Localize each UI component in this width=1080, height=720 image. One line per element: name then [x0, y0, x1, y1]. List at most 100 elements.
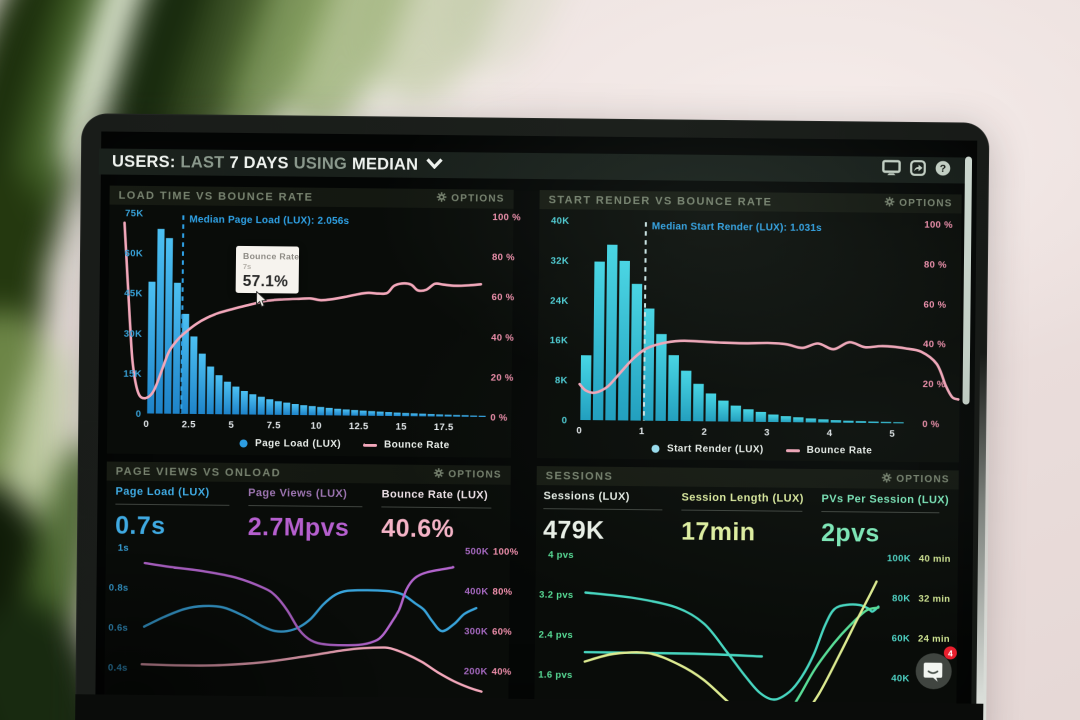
histogram-bar: [692, 383, 704, 422]
axis-label: 7.5: [267, 420, 282, 431]
axis-label: 17.5: [434, 422, 454, 433]
histogram-bar: [667, 355, 679, 422]
histogram-bar: [470, 415, 478, 417]
series-purple: [143, 561, 455, 647]
notification-badge: 4: [943, 646, 957, 660]
histogram-bar: [768, 414, 779, 423]
chart-page-views-vs-onload: 1s 0.8s 0.6s 0.4s 500K 400K 300K 200K 100% 80% 60%…: [108, 543, 519, 693]
histogram-bar: [805, 418, 817, 423]
axis-label: 15K: [123, 369, 141, 380]
histogram-bar: [317, 406, 325, 416]
axis-label: 100%: [493, 547, 519, 558]
histogram-bar: [342, 409, 350, 416]
axis-label: 0.8s: [109, 583, 129, 594]
histogram-bar: [880, 421, 892, 424]
histogram-bar: [164, 238, 173, 414]
histogram-bar: [283, 402, 291, 415]
histogram-bar: [249, 394, 257, 415]
axis-label: 40K: [891, 673, 909, 684]
histogram-bar: [818, 419, 829, 423]
chat-widget-button[interactable]: 4: [915, 646, 957, 690]
histogram-bar: [240, 390, 248, 415]
chart-load-time-vs-bounce-rate: Median Page Load (LUX): 2.056s 75K 60K 45K 3…: [123, 208, 521, 433]
histogram-bar: [419, 413, 427, 417]
axis-label: 100 %: [924, 220, 953, 231]
histogram-bar: [291, 403, 299, 416]
axis-label: 60K: [125, 248, 143, 259]
series-pink: [140, 646, 483, 693]
histogram-bar: [368, 411, 376, 416]
axis-label: 45K: [124, 288, 142, 299]
axis-label: 1s: [118, 543, 129, 554]
histogram-bar: [436, 414, 444, 417]
histogram-bar: [257, 396, 265, 415]
axis-label: 0.4s: [108, 663, 128, 674]
mouse-cursor: [255, 290, 268, 313]
histogram-bar: [385, 412, 393, 417]
histogram-bar: [461, 415, 469, 417]
axis-label: 24K: [550, 295, 568, 306]
axis-label: 0: [143, 419, 149, 430]
axis-label: 40 min: [919, 554, 951, 565]
axis-label: 4: [827, 428, 833, 439]
axis-label: 8K: [555, 375, 568, 386]
histogram-bar: [300, 405, 308, 416]
axis-label: 500K: [465, 546, 489, 557]
histogram-bar: [223, 381, 231, 415]
axis-label: 32K: [551, 256, 569, 267]
histogram-bar: [705, 393, 717, 422]
histogram-bar: [868, 421, 879, 424]
tooltip-subtitle: 7s: [242, 261, 252, 272]
histogram-bar: [655, 333, 667, 421]
series-blue: [142, 588, 478, 633]
axis-label: 32 min: [918, 594, 950, 605]
series-teal: [584, 591, 880, 701]
histogram-bar: [198, 353, 206, 415]
chat-bubble-icon: [923, 662, 943, 682]
histogram-bar: [843, 420, 854, 423]
axis-label: 60K: [892, 633, 910, 644]
histogram-bar: [232, 386, 240, 415]
axis-label: 5: [889, 429, 895, 440]
chart-sessions: 4 pvs 3.2 pvs 2.4 pvs 1.6 pvs 100K 80K 60K 40K 4…: [538, 550, 951, 704]
histogram-bar: [351, 410, 359, 416]
histogram-bar: [189, 336, 198, 414]
tooltip-title: Bounce Rate: [242, 250, 300, 262]
axis-label: 40%: [492, 667, 512, 678]
tooltip-value: 57.1%: [242, 272, 289, 291]
axis-label: 60 %: [923, 299, 946, 310]
histogram-bar: [755, 411, 767, 422]
axis-label: 100 %: [492, 212, 521, 223]
histogram-bar: [680, 370, 692, 422]
histogram-bar: [308, 406, 316, 416]
axis-label: 0: [576, 425, 582, 436]
axis-label: 16K: [550, 335, 568, 346]
histogram-bar: [427, 414, 435, 417]
histogram-bar: [266, 399, 274, 415]
axis-label: 3: [764, 427, 770, 438]
axis-label: 20 %: [491, 372, 514, 383]
axis-label: 40K: [551, 216, 569, 227]
histogram-bar: [793, 417, 804, 423]
axis-label: 2: [702, 427, 708, 438]
axis-label: 400K: [465, 586, 489, 597]
histogram-bar: [410, 413, 418, 417]
histogram-bar: [359, 410, 367, 416]
axis-label: 0.6s: [108, 623, 128, 634]
histogram-bar: [743, 409, 754, 422]
axis-label: 2.5: [182, 419, 197, 430]
histogram-bar: [730, 405, 742, 422]
histogram-bar: [325, 407, 333, 416]
axis-label: 80K: [892, 593, 910, 604]
histogram-bar: [855, 421, 867, 423]
histogram-bar: [830, 420, 842, 423]
histogram-bar: [206, 366, 215, 415]
axis-label: 80 %: [492, 252, 515, 263]
axis-label: 80%: [492, 587, 512, 598]
histogram-bar: [717, 400, 729, 422]
histogram-bar: [215, 375, 223, 415]
histogram-bar: [617, 260, 630, 421]
median-label: Median Page Load (LUX): 2.056s: [189, 214, 349, 227]
axis-label: 300K: [464, 626, 488, 637]
